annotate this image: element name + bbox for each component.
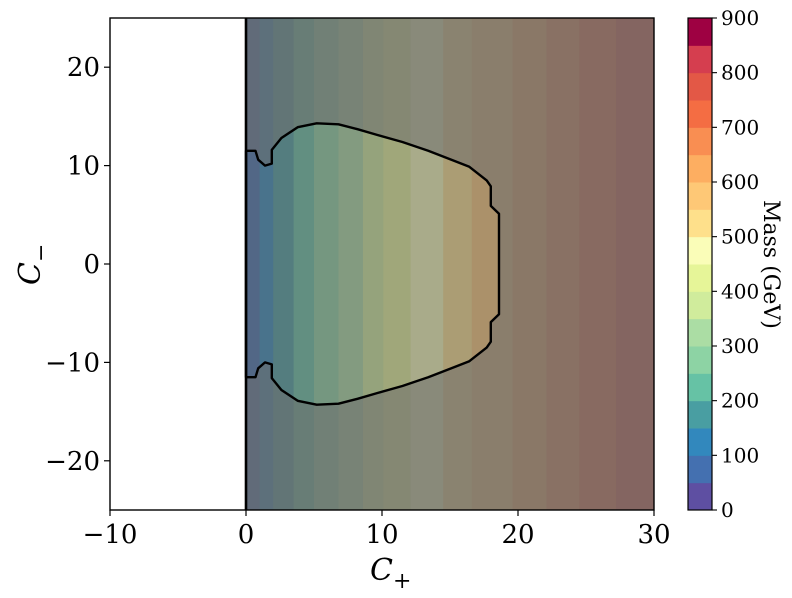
x-axis-label: C+	[370, 553, 411, 594]
colorbar-frame	[687, 17, 713, 511]
x-tick-label: 10	[365, 520, 398, 550]
colorbar-segment	[688, 100, 712, 128]
colorbar-segment	[688, 18, 712, 46]
colorbar-segment	[688, 482, 712, 511]
y-tick-label: 0	[83, 250, 100, 280]
mass-band-allowed	[338, 123, 364, 405]
colorbar-tick-label: 700	[721, 115, 759, 139]
colorbar-tick-label: 300	[721, 334, 759, 358]
colorbar-segment	[688, 72, 712, 101]
colorbar-segment	[688, 154, 712, 183]
allowed-region-contour	[244, 122, 501, 406]
mass-field-allowed	[246, 123, 499, 405]
x-tick-label: 0	[238, 520, 255, 550]
y-axis-label: C−	[13, 244, 54, 285]
colorbar-segment	[688, 373, 712, 402]
colorbar-tick-label: 100	[721, 443, 759, 467]
mass-band-allowed	[246, 123, 261, 405]
plot-area	[244, 18, 654, 510]
mass-band-allowed	[443, 123, 473, 405]
colorbar-tick-label: 600	[721, 170, 759, 194]
colorbar-segment	[688, 318, 712, 347]
colorbar-tick-label: 0	[721, 498, 734, 522]
colorbar-segment	[688, 428, 712, 456]
mass-band-excluded	[512, 18, 548, 510]
mass-band-allowed	[383, 123, 412, 405]
mass-band-excluded	[546, 18, 580, 510]
colorbar-segment	[688, 400, 712, 429]
y-tick-label: 10	[67, 152, 100, 182]
y-axis: −20 −10 0 10 20	[45, 53, 110, 477]
mass-band-allowed	[314, 123, 340, 405]
colorbar-label: Mass (GeV)	[758, 200, 783, 329]
colorbar-segment	[688, 291, 712, 320]
colorbar-segment	[688, 346, 712, 374]
x-axis: −10 0 10 20 30	[83, 510, 671, 550]
x-tick-label: 30	[637, 520, 670, 550]
mass-band-allowed	[273, 123, 295, 405]
colorbar-segment	[688, 45, 712, 74]
y-tick-label: 20	[67, 53, 100, 83]
mass-band-excluded	[615, 18, 654, 510]
colorbar-segment	[688, 182, 712, 210]
colorbar-tick-label: 900	[721, 6, 759, 30]
colorbar-tick-label: 200	[721, 389, 759, 413]
colorbar-tick-label: 400	[721, 279, 759, 303]
mass-band-allowed	[293, 123, 315, 405]
colorbar-tick-label: 800	[721, 61, 759, 85]
x-tick-label: 20	[501, 520, 534, 550]
colorbar: 0 100 200 300 400 500 600 700 800 900	[687, 6, 759, 522]
colorbar-segment	[688, 455, 712, 484]
x-tick-label: −10	[83, 520, 138, 550]
colorbar-tick-label: 500	[721, 225, 759, 249]
y-tick-label: −10	[45, 348, 100, 378]
y-tick-label: −20	[45, 447, 100, 477]
colorbar-segment	[688, 236, 712, 265]
colorbar-segment	[688, 127, 712, 156]
mass-band-allowed	[410, 123, 444, 405]
mass-band-excluded	[579, 18, 617, 510]
colorbar-segment	[688, 209, 712, 238]
mass-band-allowed	[362, 123, 384, 405]
colorbar-segment	[688, 264, 712, 292]
mass-band-allowed	[259, 123, 274, 405]
